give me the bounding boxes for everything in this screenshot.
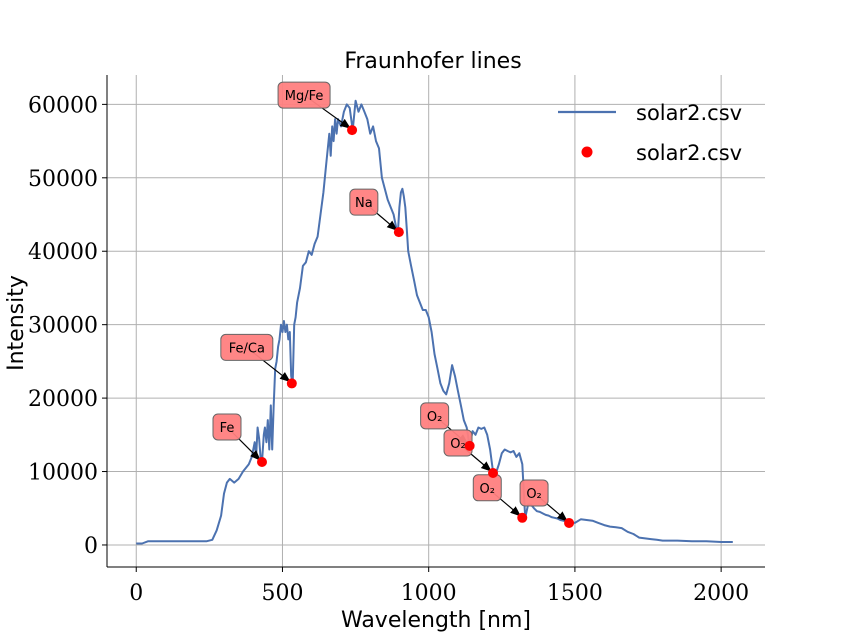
absorption-point (517, 512, 528, 523)
annotation-label: Fe (220, 421, 235, 436)
series-line (136, 99, 733, 545)
annotation-box (277, 81, 331, 109)
absorption-point (286, 378, 297, 389)
annotation-label: Na (355, 196, 373, 211)
spectrum-line (136, 99, 733, 545)
annotation-box (349, 188, 379, 216)
legend-marker-swatch (581, 146, 593, 158)
x-tick-label: 2000 (693, 581, 749, 606)
annotation: Fe/Ca (220, 333, 291, 383)
legend: solar2.csv solar2.csv (558, 101, 742, 165)
legend-label-marker: solar2.csv (636, 141, 742, 165)
absorption-point (564, 517, 575, 528)
y-tick-label: 10000 (28, 461, 98, 486)
annotation-label: Fe/Ca (229, 341, 265, 356)
annotation-label: O₂ (427, 410, 442, 425)
annotations: Fe Fe/Ca Mg/Fe Na O₂ O₂ O₂ O₂ (212, 81, 568, 522)
annotation-box (220, 333, 274, 361)
y-tick-label: 0 (84, 534, 98, 559)
annotation-box (420, 402, 450, 430)
x-axis-label: Wavelength [nm] (341, 608, 531, 633)
annotation: O₂ (519, 479, 568, 522)
axes (102, 75, 765, 572)
x-tick-label: 1500 (547, 581, 603, 606)
absorption-point (488, 468, 499, 479)
y-tick-label: 50000 (28, 167, 98, 192)
legend-label-line: solar2.csv (636, 101, 742, 125)
annotation: Fe (212, 413, 261, 461)
y-tick-label: 40000 (28, 240, 98, 265)
absorption-point (393, 227, 404, 238)
annotation: Mg/Fe (277, 81, 351, 129)
annotation-label: Mg/Fe (285, 89, 324, 104)
y-tick-label: 60000 (28, 93, 98, 118)
annotation-box (472, 474, 502, 502)
tick-labels: 0 500 1000 1500 2000010000200003000040000500… (28, 93, 749, 606)
y-tick-label: 30000 (28, 314, 98, 339)
absorption-point (347, 125, 358, 136)
annotation-label: O₂ (526, 487, 541, 502)
x-tick-label: 500 (261, 581, 303, 606)
y-axis-label: Intensity (4, 275, 29, 371)
annotation: O₂ (472, 474, 522, 517)
annotation-box (212, 413, 242, 441)
markers (256, 125, 575, 528)
y-tick-label: 20000 (28, 387, 98, 412)
chart-title: Fraunhofer lines (344, 49, 521, 74)
annotation-box (519, 479, 549, 507)
absorption-point (256, 456, 267, 467)
x-tick-label: 1000 (401, 581, 457, 606)
absorption-point (464, 440, 475, 451)
grid (107, 75, 765, 567)
x-tick-label: 0 (129, 581, 143, 606)
annotation: Na (349, 188, 398, 231)
annotation: O₂ (443, 429, 492, 472)
annotation-label: O₂ (480, 482, 495, 497)
annotation-label: O₂ (450, 437, 465, 452)
